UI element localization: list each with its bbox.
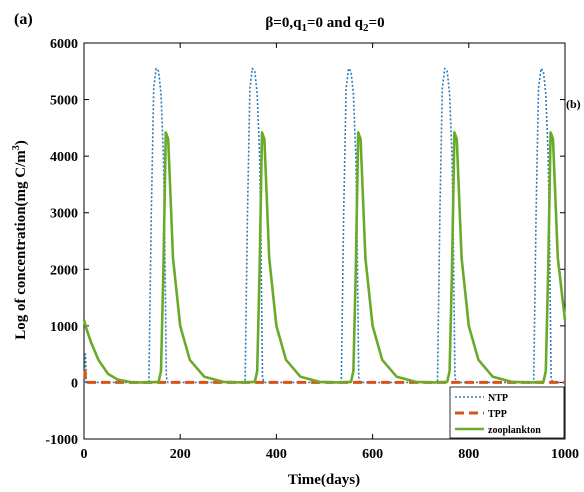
y-tick-label: 6000 — [50, 37, 78, 52]
y-tick-label: -1000 — [45, 433, 78, 448]
x-tick-label: 200 — [170, 447, 191, 462]
legend-label-tpp: TPP — [488, 409, 507, 420]
x-tick-label: 400 — [266, 447, 287, 462]
plot-area-frame — [83, 42, 566, 440]
x-tick-label: 1000 — [551, 447, 579, 462]
series-lines — [82, 67, 567, 384]
x-tick-label: 800 — [458, 447, 479, 462]
x-tick-label: 600 — [362, 447, 383, 462]
series-line-ntp — [84, 67, 565, 384]
y-tick-label: 1000 — [50, 320, 78, 335]
x-tick-label: 0 — [81, 447, 88, 462]
chart-title: β=0,q1=0 and q2=0 — [265, 15, 384, 34]
y-tick-label: 0 — [71, 376, 78, 391]
legend: NTP TPP zooplankton — [449, 386, 565, 439]
y-tick-label: 3000 — [50, 207, 78, 222]
panel-label-a: (a) — [14, 11, 33, 28]
x-axis-label: Time(days) — [288, 472, 360, 488]
y-axis-label: Log of concentration(mg C/m3) — [11, 140, 29, 340]
axis-ticks: 0 200 400 600 800 1000-1000010002000300040005… — [45, 37, 579, 462]
y-tick-label: 5000 — [50, 94, 78, 109]
legend-label-ntp: NTP — [488, 393, 508, 404]
legend-label-zooplankton: zooplankton — [488, 425, 541, 436]
y-tick-label: 4000 — [50, 150, 78, 165]
series-line-zooplankton — [82, 131, 567, 384]
y-tick-label: 2000 — [50, 263, 78, 278]
panel-label-b: (b) — [566, 97, 581, 111]
